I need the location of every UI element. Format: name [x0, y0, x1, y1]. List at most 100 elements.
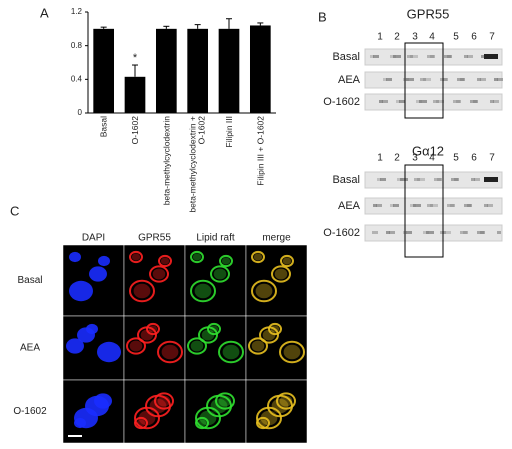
- y-tick-label: 0.4: [71, 74, 83, 83]
- blot-band: [383, 78, 387, 81]
- cell: [256, 406, 282, 430]
- blot-band: [454, 178, 458, 181]
- blot-band: [494, 78, 498, 81]
- blot-band: [490, 100, 494, 103]
- blot-band: [456, 100, 460, 103]
- lane-label: 2: [394, 32, 400, 43]
- blot-band: [463, 231, 467, 234]
- micrograph: [245, 379, 308, 444]
- x-tick-box: O-1602: [130, 116, 140, 144]
- bar: [187, 28, 209, 113]
- cell-fill: [199, 410, 217, 426]
- cell: [98, 255, 110, 267]
- blot-band: [370, 55, 374, 58]
- blot-band: [484, 204, 488, 207]
- blot-band: [471, 178, 475, 181]
- blot-band: [396, 100, 400, 103]
- x-tick-box: Basal: [98, 116, 108, 137]
- cell-fill: [262, 329, 276, 341]
- cell-fill: [157, 395, 171, 407]
- bar: [249, 25, 271, 113]
- blot-band: [443, 78, 447, 81]
- cell-fill: [218, 395, 232, 407]
- cell: [94, 393, 112, 409]
- blot-band: [460, 78, 464, 81]
- lane-label: 7: [489, 32, 495, 43]
- highlight-box: [404, 42, 444, 119]
- column-header: GPR55: [138, 233, 171, 244]
- blot-band: [467, 204, 471, 207]
- blot-band: [426, 231, 434, 234]
- blot-band: [481, 55, 485, 58]
- micrograph: [184, 315, 247, 381]
- cell: [280, 254, 294, 268]
- blot-band: [433, 100, 439, 103]
- y-tick-label: 0.8: [71, 41, 83, 50]
- cell: [190, 279, 216, 303]
- cell-fill: [152, 268, 166, 280]
- cell: [190, 250, 204, 264]
- row-label: O-1602: [323, 96, 360, 108]
- annotation: *: [133, 52, 138, 64]
- cell-fill: [222, 344, 240, 360]
- column-header: merge: [262, 233, 291, 244]
- blot-band: [393, 55, 401, 58]
- blot-band: [430, 55, 434, 58]
- blot-band: [430, 204, 438, 207]
- cell: [279, 340, 305, 364]
- cell-fill: [253, 253, 263, 261]
- lane-label: 4: [429, 153, 435, 164]
- lane-label: 7: [489, 153, 495, 164]
- row-label: O-1602: [323, 227, 360, 239]
- x-tick-label: beta-methylcyclodextrin + O-1602: [187, 116, 207, 213]
- cell-fill: [138, 410, 156, 426]
- blot-band: [377, 178, 381, 181]
- cell: [134, 416, 148, 430]
- blot-band: [390, 204, 394, 207]
- column-header: Lipid raft: [196, 233, 235, 244]
- cell: [97, 341, 121, 363]
- blot-band: [386, 78, 392, 81]
- cell: [157, 340, 183, 364]
- blot-band: [414, 178, 420, 181]
- x-tick-label: beta-methylcyclodextrin: [160, 116, 171, 206]
- row-label: AEA: [338, 74, 361, 86]
- blot-band: [447, 55, 451, 58]
- bar: [124, 76, 146, 113]
- cell-fill: [274, 268, 288, 280]
- cell-fill: [190, 340, 204, 352]
- blot-band: [497, 231, 501, 234]
- cell-fill: [201, 329, 215, 341]
- panel-label: A: [40, 5, 49, 20]
- cell-fill: [213, 268, 227, 280]
- x-tick-box: beta-methylcyclodextrin + O-1602: [187, 116, 207, 213]
- x-tick-group: beta-methylcyclodextrin: [160, 116, 171, 206]
- x-tick-group: Filipin III + O-1602: [255, 116, 265, 186]
- cell: [69, 280, 93, 302]
- cell: [149, 265, 169, 283]
- cell: [69, 251, 81, 263]
- blot-band: [386, 231, 390, 234]
- blot-strip: [364, 171, 503, 189]
- blot-band: [440, 78, 448, 81]
- cell-fill: [283, 344, 301, 360]
- micrograph: [123, 315, 186, 381]
- blot-band: [473, 100, 477, 103]
- cell: [187, 337, 207, 355]
- blot-band: [379, 100, 383, 103]
- cell-fill: [160, 257, 170, 265]
- cell: [134, 406, 160, 430]
- x-tick-box: Filipin III + O-1602: [255, 116, 265, 186]
- panel-label: C: [10, 203, 19, 218]
- x-tick-group: beta-methylcyclodextrin + O-1602: [187, 116, 207, 213]
- cell: [256, 416, 270, 430]
- blot-band: [470, 100, 478, 103]
- cell-fill: [133, 283, 151, 299]
- cell: [129, 279, 155, 303]
- lane-label: 5: [453, 32, 459, 43]
- blot-band: [420, 78, 426, 81]
- lane-label: 3: [412, 32, 418, 43]
- lane-label: 1: [377, 153, 383, 164]
- micrograph: [123, 379, 186, 444]
- blot-band: [407, 55, 413, 58]
